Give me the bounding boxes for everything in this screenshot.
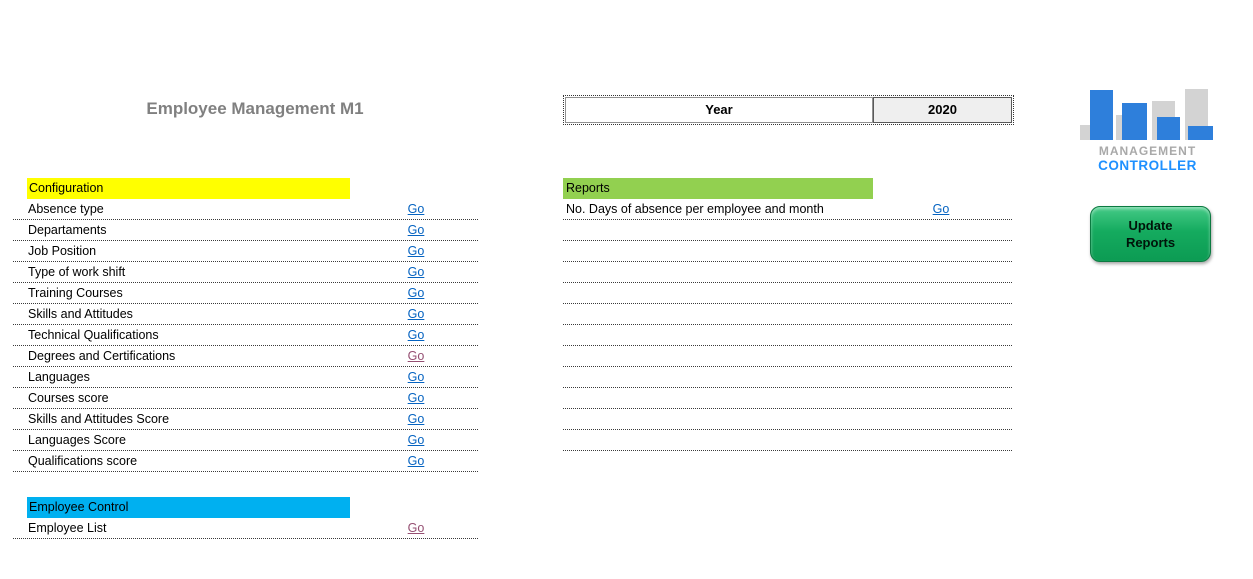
row-label: Languages Score [28,433,126,447]
row-label: Technical Qualifications [28,328,159,342]
gray-bar [1116,115,1125,140]
list-item: Languages Go [13,367,478,388]
go-link[interactable]: Go [932,202,950,216]
go-link[interactable]: Go [407,521,425,535]
row-label: Absence type [28,202,104,216]
empty-row [563,388,1012,409]
row-label: Employee List [28,521,107,535]
list-item: Training Courses Go [13,283,478,304]
go-link[interactable]: Go [407,223,425,237]
employee-control-section: Employee Control Employee List Go [13,497,478,539]
empty-row [563,304,1012,325]
list-item: Languages Score Go [13,430,478,451]
row-label: Languages [28,370,90,384]
empty-row [563,220,1012,241]
list-item: Technical Qualifications Go [13,325,478,346]
configuration-header: Configuration [27,178,350,199]
gray-bar [1080,125,1090,140]
row-label: No. Days of absence per employee and mon… [566,202,824,216]
configuration-rows: Absence type Go Departaments Go Job Position… [13,199,478,472]
go-link[interactable]: Go [407,391,425,405]
go-link[interactable]: Go [407,370,425,384]
update-button-line2: Reports [1125,235,1176,250]
go-link[interactable]: Go [407,307,425,321]
update-reports-button[interactable]: Update Reports [1090,206,1211,262]
update-button-line1: Update [1128,218,1173,233]
list-item: Absence type Go [13,199,478,220]
empty-row [563,241,1012,262]
row-label: Job Position [28,244,97,258]
reports-header: Reports [563,178,873,199]
blue-bar [1188,126,1213,140]
go-link[interactable]: Go [407,328,425,342]
blue-bar [1090,90,1113,140]
list-item: Degrees and Certifications Go [13,346,478,367]
go-link[interactable]: Go [407,412,425,426]
list-item: Qualifications score Go [13,451,478,472]
empty-row [563,262,1012,283]
go-link[interactable]: Go [407,454,425,468]
year-value-cell[interactable]: 2020 [873,97,1012,123]
row-label: Skills and Attitudes Score [28,412,170,426]
employee-control-header: Employee Control [27,497,350,518]
go-link[interactable]: Go [407,433,425,447]
row-label: Qualifications score [28,454,138,468]
bar-chart-icon [1080,86,1215,140]
go-link[interactable]: Go [407,202,425,216]
logo-text-management: MANAGEMENT [1098,144,1197,158]
year-label: Year [565,97,873,123]
blue-bar [1157,117,1180,140]
year-panel: Year 2020 [563,95,1014,125]
list-item: Job Position Go [13,241,478,262]
row-label: Training Courses [28,286,123,300]
list-item: Skills and Attitudes Go [13,304,478,325]
reports-rows: No. Days of absence per employee and mon… [563,199,1012,451]
reports-section: Reports No. Days of absence per employee… [563,178,1012,451]
page-title: Employee Management M1 [146,99,364,118]
row-label: Skills and Attitudes [28,307,133,321]
empty-row [563,367,1012,388]
employee-control-rows: Employee List Go [13,518,478,539]
empty-row [563,346,1012,367]
empty-row [563,283,1012,304]
go-link[interactable]: Go [407,265,425,279]
configuration-section: Configuration Absence type Go Departaments… [13,178,478,472]
row-label: Degrees and Certifications [28,349,176,363]
empty-row [563,430,1012,451]
list-item: Departaments Go [13,220,478,241]
list-item: Skills and Attitudes Score Go [13,409,478,430]
row-label: Courses score [28,391,109,405]
blue-bar [1122,103,1147,140]
list-item: Type of work shift Go [13,262,478,283]
list-item: Employee List Go [13,518,478,539]
logo-text-controller: CONTROLLER [1098,158,1197,173]
row-label: Departaments [28,223,107,237]
list-item: Courses score Go [13,388,478,409]
empty-row [563,409,1012,430]
go-link[interactable]: Go [407,286,425,300]
row-label: Type of work shift [28,265,126,279]
management-controller-logo: MANAGEMENT CONTROLLER [1080,86,1215,186]
empty-row [563,325,1012,346]
go-link[interactable]: Go [407,349,425,363]
list-item: No. Days of absence per employee and mon… [563,199,1012,220]
go-link[interactable]: Go [407,244,425,258]
